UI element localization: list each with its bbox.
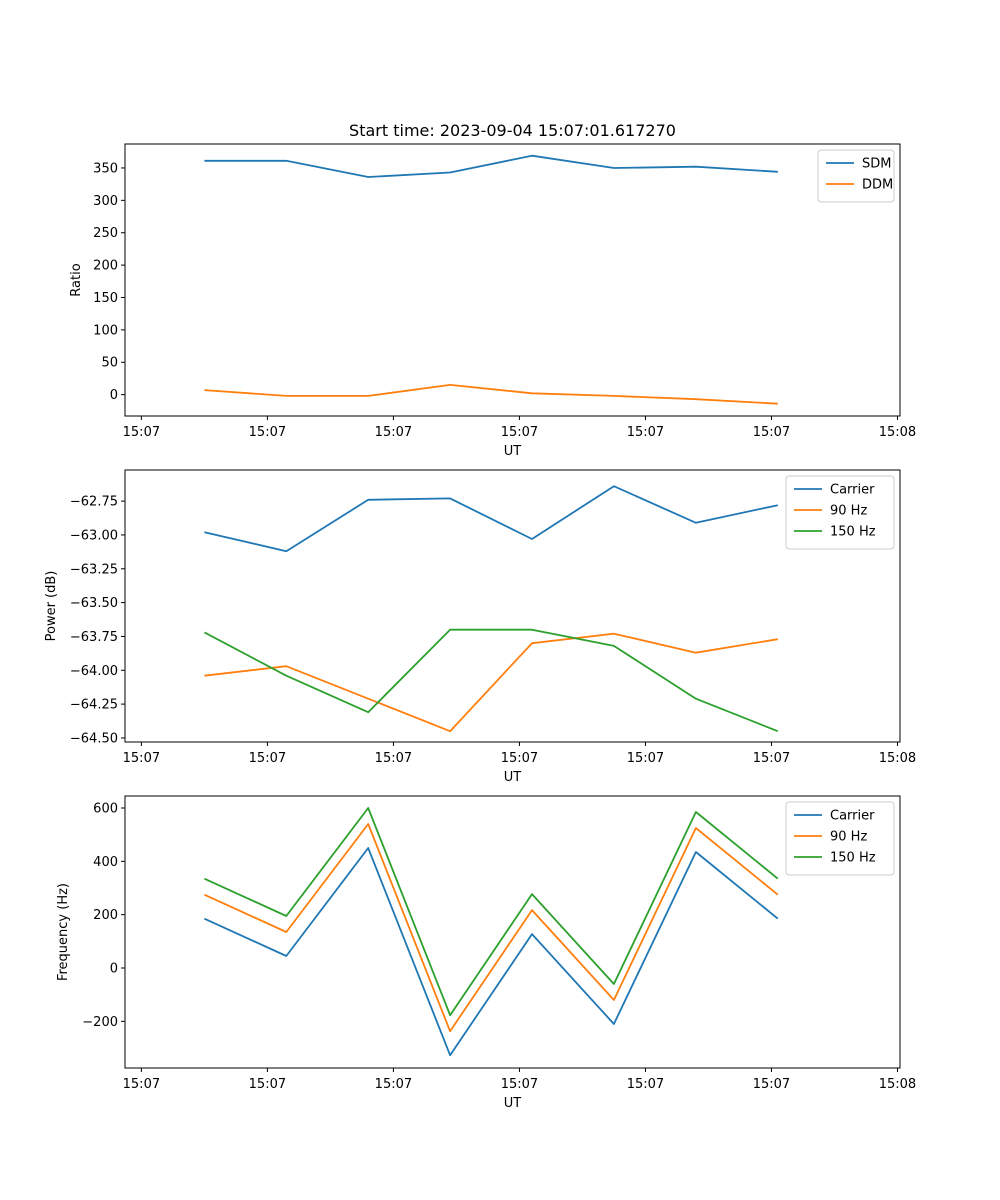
power-y-tick-label: −63.00 <box>70 528 118 543</box>
power-series-90-hz-line <box>204 632 778 733</box>
frequency-legend-label: Carrier <box>830 809 875 824</box>
frequency-panel: −200 0 200 400 600 15:07 15:07 15:07 15:07 15:07 1… <box>56 795 916 1111</box>
frequency-x-axis-label: UT <box>504 1096 522 1111</box>
power-x-tick-label: 15:07 <box>753 751 790 766</box>
frequency-axes-frame <box>124 795 901 1069</box>
frequency-y-tick-label: 200 <box>93 908 118 923</box>
ratio-y-tick-label: 350 <box>93 161 118 176</box>
power-axes-frame <box>124 469 901 743</box>
ratio-y-tick-label: 100 <box>93 323 118 338</box>
power-x-tick-label: 15:07 <box>627 751 664 766</box>
frequency-series-90-hz-line <box>204 823 779 1033</box>
power-legend-label: Carrier <box>830 483 875 498</box>
ratio-series-ddm-line <box>204 383 778 405</box>
ratio-y-tick-label: 200 <box>93 259 118 274</box>
power-y-tick-label: −63.75 <box>70 630 118 645</box>
ratio-y-tick-label: 300 <box>93 194 118 209</box>
frequency-y-tick-label: 600 <box>93 802 118 817</box>
power-y-tick-label: −63.25 <box>70 562 118 577</box>
power-legend-label: 150 Hz <box>830 525 876 540</box>
power-y-tick-label: −62.75 <box>70 495 118 510</box>
power-series-carrier-line <box>204 485 778 553</box>
power-x-tick-label: 15:08 <box>879 751 916 766</box>
ratio-x-tick-label: 15:07 <box>123 425 160 440</box>
frequency-x-tick-label: 15:07 <box>501 1077 538 1092</box>
power-x-axis-label: UT <box>504 770 522 785</box>
frequency-series-carrier-line <box>204 847 779 1057</box>
ratio-x-tick-label: 15:07 <box>249 425 286 440</box>
power-panel: −64.50 −64.25 −64.00 −63.75 −63.50 −63.25 −63.… <box>44 469 916 785</box>
power-x-tick-label: 15:07 <box>123 751 160 766</box>
frequency-series-150-hz-line <box>204 807 779 1017</box>
ratio-x-tick-label: 15:08 <box>879 425 916 440</box>
power-y-tick-label: −63.50 <box>70 596 118 611</box>
ratio-x-tick-label: 15:07 <box>627 425 664 440</box>
power-x-tick-label: 15:07 <box>249 751 286 766</box>
ratio-y-tick-label: 150 <box>93 291 118 306</box>
frequency-x-tick-label: 15:07 <box>753 1077 790 1092</box>
frequency-x-tick-label: 15:07 <box>627 1077 664 1092</box>
ratio-legend-label: DDM <box>862 178 893 193</box>
ratio-y-axis-label: Ratio <box>69 263 84 296</box>
figure-title: Start time: 2023-09-04 15:07:01.617270 <box>349 121 676 140</box>
ratio-x-axis-label: UT <box>504 444 522 459</box>
ratio-y-tick-label: 250 <box>93 226 118 241</box>
power-y-axis-label: Power (dB) <box>44 571 59 642</box>
frequency-y-tick-label: 400 <box>93 855 118 870</box>
frequency-legend-label: 90 Hz <box>830 830 867 845</box>
frequency-x-tick-label: 15:07 <box>375 1077 412 1092</box>
ratio-panel: 0 50 100 150 200 250 300 350 15:07 15:07 15:07 15:0… <box>69 143 916 459</box>
power-y-tick-label: −64.00 <box>70 664 118 679</box>
frequency-x-tick-label: 15:07 <box>249 1077 286 1092</box>
frequency-x-tick-label: 15:08 <box>879 1077 916 1092</box>
ratio-legend-label: SDM <box>862 157 891 172</box>
ratio-x-tick-label: 15:07 <box>501 425 538 440</box>
power-series-150-hz-line <box>203 628 779 733</box>
power-x-tick-label: 15:07 <box>375 751 412 766</box>
ratio-x-tick-label: 15:07 <box>753 425 790 440</box>
ratio-y-tick-label: 50 <box>101 356 118 371</box>
frequency-y-tick-label: 0 <box>110 962 118 977</box>
ratio-series-sdm-line <box>204 154 778 178</box>
ratio-legend: SDM DDM <box>817 149 895 203</box>
power-y-tick-label: −64.50 <box>70 731 118 746</box>
frequency-x-tick-label: 15:07 <box>123 1077 160 1092</box>
power-x-tick-label: 15:07 <box>501 751 538 766</box>
ratio-axes-frame <box>124 143 901 417</box>
frequency-legend: Carrier 90 Hz 150 Hz <box>785 801 895 876</box>
power-legend-label: 90 Hz <box>830 504 867 519</box>
frequency-y-axis-label: Frequency (Hz) <box>56 883 71 981</box>
ratio-x-tick-label: 15:07 <box>375 425 412 440</box>
power-legend: Carrier 90 Hz 150 Hz <box>785 475 895 550</box>
frequency-legend-label: 150 Hz <box>830 851 876 866</box>
power-y-tick-label: −64.25 <box>70 698 118 713</box>
frequency-y-tick-label: −200 <box>82 1015 118 1030</box>
ratio-y-tick-label: 0 <box>110 388 118 403</box>
